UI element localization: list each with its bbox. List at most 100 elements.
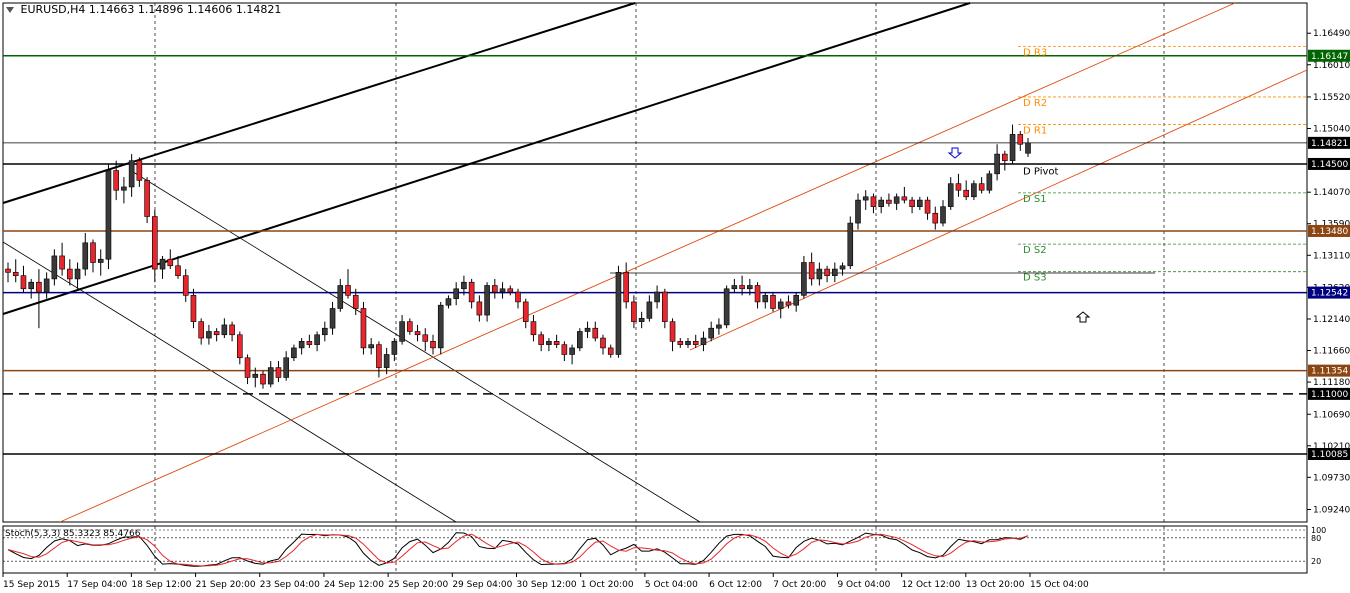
y-tick-label-12: 1.10210 xyxy=(1313,442,1350,452)
candle-body-54 xyxy=(422,334,429,342)
dropdown-icon[interactable] xyxy=(6,7,14,13)
candle-body-118 xyxy=(917,199,923,207)
x-tick-label-10: 5 Oct 04:00 xyxy=(645,580,698,590)
x-tick-label-4: 23 Sep 04:00 xyxy=(260,580,320,590)
stochastic-label: Stoch(5,3,3) 85.3323 85.4766 xyxy=(5,529,141,539)
candle-body-67 xyxy=(522,301,529,322)
candle-body-116 xyxy=(901,196,908,201)
candle-body-96 xyxy=(747,285,753,290)
candle-body-126 xyxy=(978,183,985,191)
main-frame xyxy=(2,2,1308,523)
candle-body-111 xyxy=(862,196,869,201)
y-tick-label-2: 1.15520 xyxy=(1313,93,1350,103)
candle-body-73 xyxy=(569,347,575,355)
candle-body-83 xyxy=(646,301,653,319)
level-label-0: 1.16147 xyxy=(1311,52,1348,62)
x-tick-label-5: 24 Sep 12:00 xyxy=(324,580,384,590)
level-label-1: 1.14821 xyxy=(1311,139,1348,149)
candle-body-12 xyxy=(97,258,104,263)
x-tick-label-8: 30 Sep 12:00 xyxy=(517,580,577,590)
candle-body-94 xyxy=(731,285,738,290)
candle-body-128 xyxy=(994,153,1000,175)
x-tick-label-16: 15 Oct 04:00 xyxy=(1030,580,1089,590)
trend-line-3 xyxy=(129,169,701,523)
candle-body-69 xyxy=(538,334,544,345)
stoch-d-line xyxy=(7,533,1029,567)
candle-body-77 xyxy=(600,337,606,349)
candle-body-29 xyxy=(229,324,235,336)
candle-body-62 xyxy=(484,285,490,316)
candle-body-87 xyxy=(677,341,684,345)
candle-body-31 xyxy=(244,357,251,378)
candle-body-85 xyxy=(662,291,668,322)
candle-body-50 xyxy=(391,341,398,355)
x-tick-label-0: 15 Sep 2015 xyxy=(3,580,60,590)
candle-body-60 xyxy=(468,281,475,303)
y-tick-label-5: 1.13590 xyxy=(1313,220,1350,230)
candle-body-65 xyxy=(507,288,514,293)
x-tick-label-2: 18 Sep 12:00 xyxy=(131,580,191,590)
candle-body-35 xyxy=(275,367,282,378)
candle-body-9 xyxy=(74,268,81,280)
x-tick-label-9: 1 Oct 20:00 xyxy=(581,580,634,590)
up-arrow-icon xyxy=(1075,311,1091,323)
level-badge-2 xyxy=(1308,157,1350,170)
candle-body-76 xyxy=(592,327,599,339)
y-tick-label-10: 1.11180 xyxy=(1313,378,1350,388)
candle-body-113 xyxy=(878,199,884,207)
candle-body-99 xyxy=(770,295,776,309)
candle-body-18 xyxy=(144,180,150,217)
candle-body-114 xyxy=(886,199,892,204)
candle-body-1 xyxy=(12,272,19,276)
pivot-label-4: D S1 xyxy=(1023,194,1047,205)
candle-body-7 xyxy=(59,255,65,270)
candle-body-91 xyxy=(708,327,714,339)
candle-body-92 xyxy=(716,324,722,329)
x-tick-label-12: 7 Oct 20:00 xyxy=(773,580,826,590)
level-badge-6 xyxy=(1308,387,1350,400)
candle-body-117 xyxy=(909,199,915,207)
stoch-frame xyxy=(2,525,1308,574)
candle-body-98 xyxy=(762,295,769,303)
candle-body-4 xyxy=(36,281,42,293)
y-tick-label-6: 1.13110 xyxy=(1313,251,1350,261)
candle-body-37 xyxy=(291,347,297,359)
candle-body-80 xyxy=(623,272,629,303)
candle-body-6 xyxy=(51,255,58,280)
candle-body-39 xyxy=(306,341,313,345)
candle-body-108 xyxy=(839,265,846,270)
candle-body-26 xyxy=(206,331,212,339)
x-tick-label-11: 6 Oct 12:00 xyxy=(709,580,762,590)
candle-body-20 xyxy=(159,258,166,270)
candle-body-119 xyxy=(924,199,931,214)
down-arrow-icon xyxy=(947,147,963,159)
level-label-7: 1.10085 xyxy=(1311,450,1348,460)
candle-body-34 xyxy=(267,367,274,385)
candle-body-19 xyxy=(152,216,158,270)
x-tick-label-13: 9 Oct 04:00 xyxy=(837,580,890,590)
trend-line-2 xyxy=(2,241,457,523)
level-label-4: 1.12542 xyxy=(1311,289,1348,299)
candle-body-47 xyxy=(368,344,374,349)
candle-body-122 xyxy=(947,183,954,207)
candle-body-11 xyxy=(90,242,96,263)
y-tick-label-9: 1.11660 xyxy=(1313,347,1350,357)
candle-body-38 xyxy=(298,341,305,349)
candle-body-102 xyxy=(793,295,799,306)
candle-body-27 xyxy=(213,331,220,336)
candle-body-15 xyxy=(121,186,127,191)
x-tick-label-6: 25 Sep 20:00 xyxy=(388,580,448,590)
candle-body-13 xyxy=(105,170,112,260)
candle-body-48 xyxy=(376,344,382,368)
candle-body-109 xyxy=(847,222,854,267)
candle-body-71 xyxy=(553,341,560,345)
candle-body-55 xyxy=(430,341,436,349)
candle-body-25 xyxy=(198,321,204,339)
ohlc-label: 1.14663 1.14896 1.14606 1.14821 xyxy=(88,3,282,16)
pivot-label-0: D R3 xyxy=(1023,47,1047,58)
candle-body-74 xyxy=(577,331,583,349)
candle-body-58 xyxy=(453,288,459,299)
symbol-label: EURUSD,H4 xyxy=(20,3,86,16)
candle-body-22 xyxy=(175,265,181,276)
